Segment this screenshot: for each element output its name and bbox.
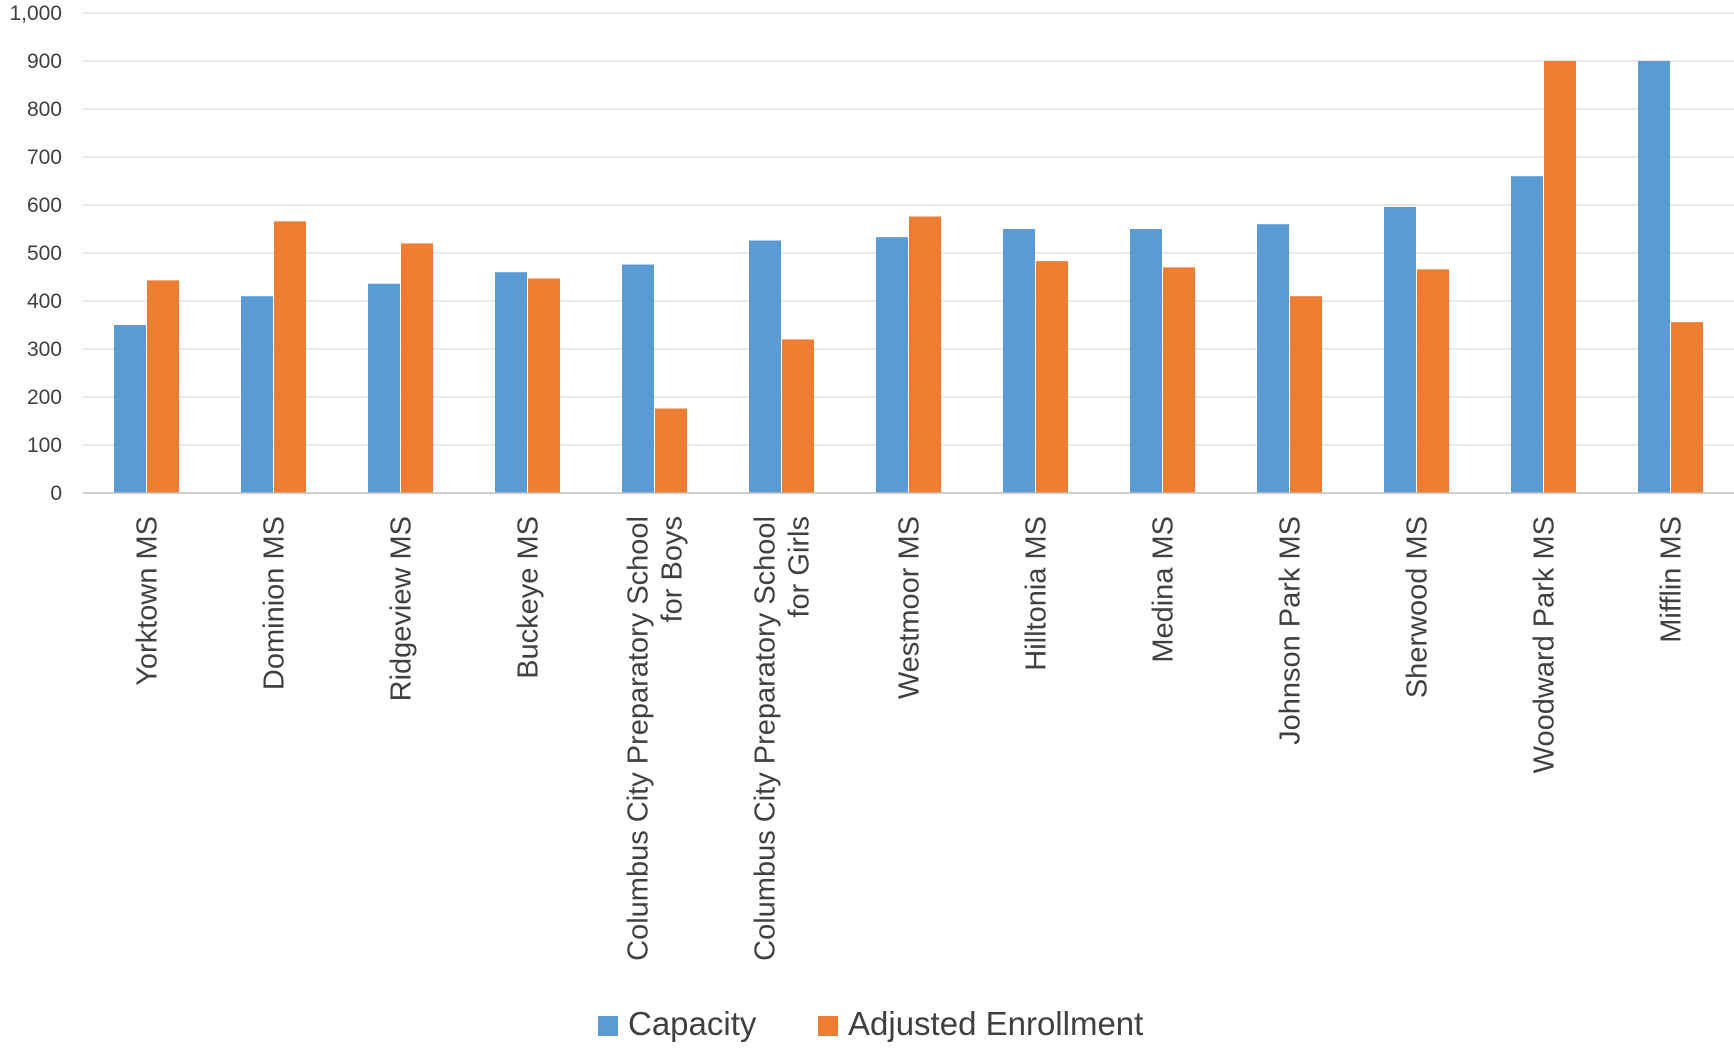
bar-adjusted-enrollment bbox=[782, 339, 814, 493]
x-tick-label: Columbus City Preparatory Schoolfor Girl… bbox=[750, 516, 816, 961]
x-tick-label: Ridgeview MS bbox=[386, 516, 418, 701]
x-tick-label: Buckeye MS bbox=[513, 516, 545, 679]
x-tick-label: Columbus City Preparatory Schoolfor Boys bbox=[623, 516, 689, 961]
legend-label: Capacity bbox=[628, 1005, 757, 1042]
x-tick-label: Woodward Park MS bbox=[1529, 516, 1561, 773]
bars bbox=[114, 61, 1703, 494]
y-tick-label: 100 bbox=[27, 434, 62, 457]
bar-adjusted-enrollment bbox=[655, 408, 687, 493]
x-tick-label: Yorktown MS bbox=[132, 516, 164, 686]
legend: Capacity Adjusted Enrollment bbox=[598, 1005, 1143, 1042]
y-tick-label: 600 bbox=[27, 194, 62, 217]
svg-text:Buckeye MS: Buckeye MS bbox=[513, 516, 545, 679]
bar-adjusted-enrollment bbox=[401, 243, 433, 493]
svg-text:Columbus City Preparatory Scho: Columbus City Preparatory Schoolfor Girl… bbox=[750, 516, 816, 961]
x-tick-label: Medina MS bbox=[1148, 516, 1180, 663]
bar-capacity bbox=[114, 325, 146, 493]
y-tick-label: 200 bbox=[27, 386, 62, 409]
y-tick-label: 800 bbox=[27, 98, 62, 121]
x-tick-label: Mifflin MS bbox=[1656, 516, 1688, 643]
bar-capacity bbox=[622, 264, 654, 493]
x-tick-label: Johnson Park MS bbox=[1275, 516, 1307, 745]
y-tick-label: 700 bbox=[27, 146, 62, 169]
y-tick-label: 900 bbox=[27, 50, 62, 73]
bar-capacity bbox=[876, 237, 908, 493]
y-axis-ticks: 0 100 200 300 400 500 600 700 800 900 1,000 bbox=[9, 2, 62, 505]
y-tick-label: 400 bbox=[27, 290, 62, 313]
bar-adjusted-enrollment bbox=[1036, 261, 1068, 493]
bar-capacity bbox=[241, 296, 273, 493]
y-tick-label: 300 bbox=[27, 338, 62, 361]
bar-adjusted-enrollment bbox=[1671, 322, 1703, 493]
svg-text:Medina MS: Medina MS bbox=[1148, 516, 1180, 663]
svg-text:Columbus City Preparatory Scho: Columbus City Preparatory Schoolfor Boys bbox=[623, 516, 689, 961]
svg-text:Ridgeview MS: Ridgeview MS bbox=[386, 516, 418, 701]
bar-capacity bbox=[1130, 229, 1162, 493]
svg-text:Johnson Park MS: Johnson Park MS bbox=[1275, 516, 1307, 745]
y-tick-label: 1,000 bbox=[9, 2, 62, 25]
svg-text:Dominion MS: Dominion MS bbox=[259, 516, 291, 690]
svg-text:Sherwood MS: Sherwood MS bbox=[1402, 516, 1434, 698]
bar-capacity bbox=[1638, 61, 1670, 493]
bar-capacity bbox=[1257, 224, 1289, 493]
bar-adjusted-enrollment bbox=[1290, 296, 1322, 493]
svg-text:Woodward Park MS: Woodward Park MS bbox=[1529, 516, 1561, 773]
x-axis-ticks: Yorktown MS Dominion MS Ridgeview MS Buckey… bbox=[132, 516, 1688, 961]
svg-text:Yorktown MS: Yorktown MS bbox=[132, 516, 164, 686]
x-tick-label: Hilltonia MS bbox=[1021, 516, 1053, 671]
bar-capacity bbox=[1384, 206, 1416, 494]
bar-capacity bbox=[495, 272, 527, 493]
svg-text:Mifflin MS: Mifflin MS bbox=[1656, 516, 1688, 643]
svg-text:Westmoor MS: Westmoor MS bbox=[894, 516, 926, 699]
bar-capacity bbox=[368, 283, 400, 493]
bar-adjusted-enrollment bbox=[528, 278, 560, 493]
x-tick-label: Sherwood MS bbox=[1402, 516, 1434, 698]
bar-capacity bbox=[749, 240, 781, 493]
bar-adjusted-enrollment bbox=[1544, 61, 1576, 493]
bar-adjusted-enrollment bbox=[147, 280, 179, 493]
bar-adjusted-enrollment bbox=[909, 216, 941, 493]
bar-capacity bbox=[1003, 229, 1035, 493]
y-tick-label: 0 bbox=[50, 482, 62, 505]
y-tick-label: 500 bbox=[27, 242, 62, 265]
bar-adjusted-enrollment bbox=[1417, 269, 1449, 493]
legend-swatch bbox=[598, 1016, 618, 1036]
x-tick-label: Westmoor MS bbox=[894, 516, 926, 699]
gridlines bbox=[83, 12, 1734, 446]
x-tick-label: Dominion MS bbox=[259, 516, 291, 690]
legend-label: Adjusted Enrollment bbox=[848, 1005, 1143, 1042]
bar-adjusted-enrollment bbox=[274, 221, 306, 493]
svg-text:Hilltonia MS: Hilltonia MS bbox=[1021, 516, 1053, 671]
bar-adjusted-enrollment bbox=[1163, 267, 1195, 493]
bar-capacity bbox=[1511, 176, 1543, 493]
legend-swatch bbox=[818, 1016, 838, 1036]
